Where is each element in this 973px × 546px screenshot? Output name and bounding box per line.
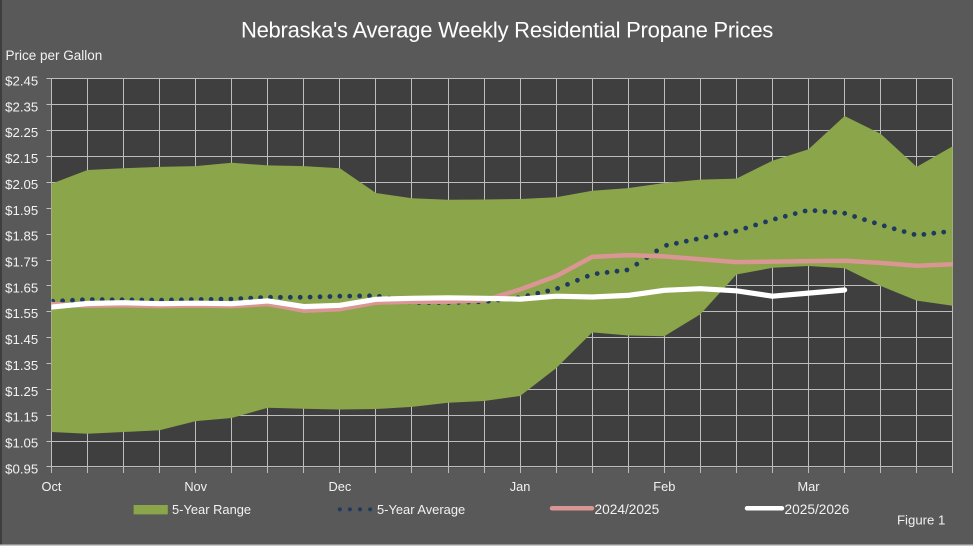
svg-text:Feb: Feb [653,479,675,494]
svg-text:$1.05: $1.05 [5,436,38,451]
svg-text:$2.05: $2.05 [5,177,38,192]
svg-text:2024/2025: 2024/2025 [595,502,660,517]
svg-text:$1.65: $1.65 [5,280,38,295]
svg-text:$0.95: $0.95 [5,461,38,476]
svg-text:Figure 1: Figure 1 [897,513,945,528]
svg-text:$2.15: $2.15 [5,151,38,166]
svg-text:Oct: Oct [42,479,62,494]
svg-text:$1.85: $1.85 [5,229,38,244]
svg-text:$1.25: $1.25 [5,384,38,399]
svg-text:5-Year Average: 5-Year Average [377,502,465,517]
svg-text:Mar: Mar [797,479,820,494]
svg-text:$2.45: $2.45 [5,74,38,89]
svg-text:$1.15: $1.15 [5,410,38,425]
svg-text:Nov: Nov [184,479,207,494]
svg-text:5-Year Range: 5-Year Range [172,502,251,517]
svg-text:$1.45: $1.45 [5,332,38,347]
svg-text:$1.75: $1.75 [5,255,38,270]
svg-text:2025/2026: 2025/2026 [785,502,850,517]
svg-text:$1.35: $1.35 [5,358,38,373]
svg-text:$1.55: $1.55 [5,306,38,321]
svg-text:$1.95: $1.95 [5,203,38,218]
svg-text:$2.25: $2.25 [5,125,38,140]
svg-text:$2.35: $2.35 [5,99,38,114]
svg-text:Dec: Dec [329,479,352,494]
svg-text:Nebraska's Average Weekly Resi: Nebraska's Average Weekly Residential Pr… [241,18,773,43]
svg-text:Price per Gallon: Price per Gallon [6,48,103,63]
svg-text:Jan: Jan [510,479,531,494]
